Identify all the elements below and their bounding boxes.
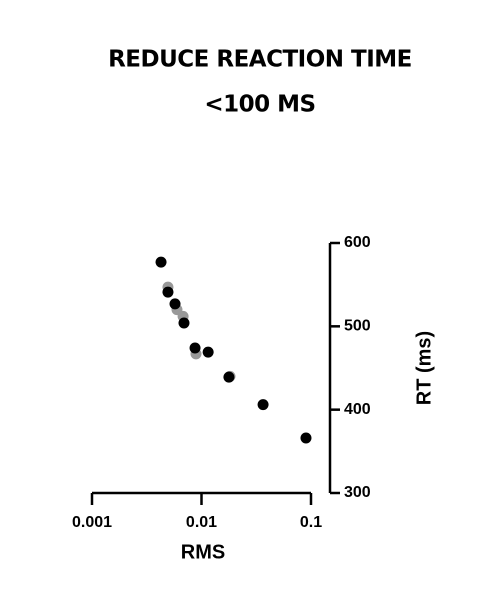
data-point — [223, 371, 235, 383]
x-tick-label: 0.001 — [72, 514, 112, 531]
data-point — [202, 346, 214, 358]
chart-title: REDUCE REACTION TIME — [108, 47, 412, 73]
data-point — [155, 256, 167, 268]
y-tick-label: 500 — [344, 318, 371, 335]
data-point — [257, 399, 269, 411]
x-tick-label: 0.01 — [186, 514, 217, 531]
y-tick-label: 300 — [344, 484, 371, 501]
y-tick-label: 600 — [344, 234, 371, 251]
data-point — [189, 342, 201, 354]
y-axis-label: RT (ms) — [413, 331, 435, 405]
x-axis-label: RMS — [181, 541, 225, 563]
data-point — [300, 432, 312, 444]
y-tick-label: 400 — [344, 401, 371, 418]
chart-subtitle: <100 MS — [204, 92, 315, 118]
x-tick-label: 0.1 — [300, 514, 322, 531]
data-point — [178, 317, 190, 329]
data-point — [162, 286, 174, 298]
data-point — [169, 298, 181, 310]
